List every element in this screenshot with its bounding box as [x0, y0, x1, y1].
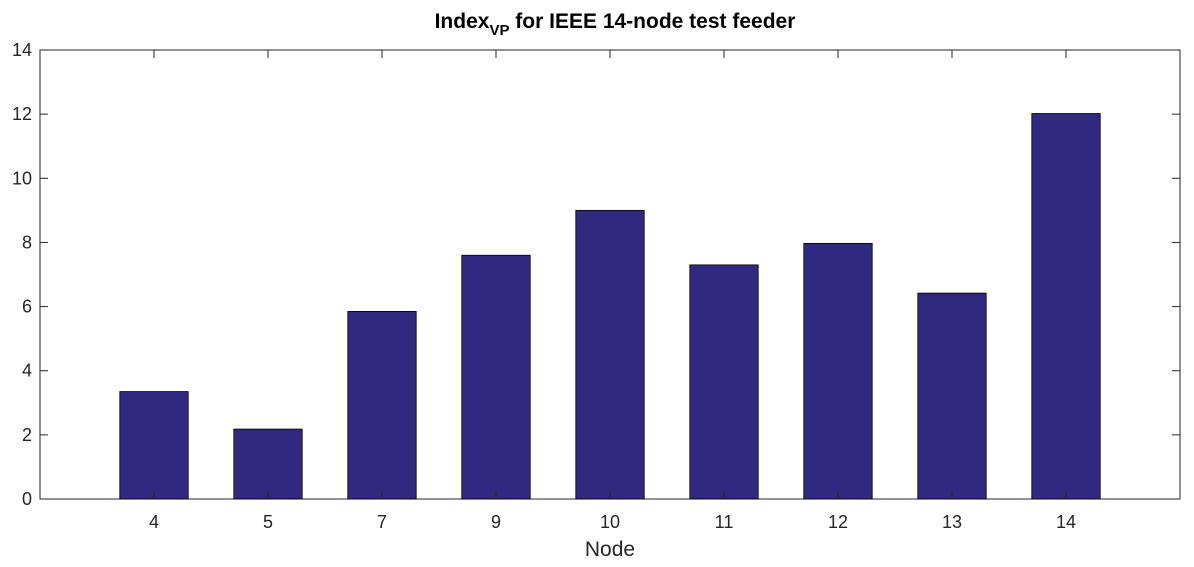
x-tick-label-12: 12: [828, 512, 848, 532]
bar-node-9: [461, 254, 531, 500]
y-tick-label-2: 2: [22, 425, 32, 445]
y-tick-label-8: 8: [22, 232, 32, 252]
x-tick-label-14: 14: [1056, 512, 1076, 532]
y-tick-label-0: 0: [22, 489, 32, 509]
bar-node-13: [917, 292, 987, 500]
bar-node-5: [233, 428, 303, 500]
y-tick-label-10: 10: [12, 168, 32, 188]
x-tick-label-4: 4: [149, 512, 159, 532]
y-axis-ticks: 0 2 4 6 8 10 12 14: [12, 40, 1180, 509]
x-axis-title: Node: [585, 538, 635, 561]
y-tick-label-6: 6: [22, 297, 32, 317]
bar-node-14: [1031, 113, 1101, 500]
x-tick-label-13: 13: [942, 512, 962, 532]
bar-node-10: [575, 209, 645, 500]
bar-node-7: [347, 310, 417, 500]
y-tick-label-4: 4: [22, 361, 32, 381]
y-tick-label-12: 12: [12, 104, 32, 124]
bar-node-11: [689, 264, 759, 500]
chart-title-subscript: VP: [489, 22, 509, 39]
chart-title: IndexVP for IEEE 14-node test feeder: [435, 10, 796, 39]
x-axis-ticks: 4 5 7 9 10 11 12 13 14: [149, 50, 1076, 532]
x-tick-label-7: 7: [377, 512, 387, 532]
x-tick-label-11: 11: [715, 512, 734, 532]
bar-series: [119, 113, 1101, 500]
chart-title-main: Index: [435, 10, 490, 33]
bar-node-12: [803, 242, 873, 500]
x-tick-label-9: 9: [491, 512, 501, 532]
x-tick-label-5: 5: [263, 512, 273, 532]
x-tick-label-10: 10: [600, 512, 620, 532]
chart-title-rest: for IEEE 14-node test feeder: [509, 10, 795, 33]
y-tick-label-14: 14: [12, 40, 32, 60]
bar-node-4: [119, 391, 189, 500]
